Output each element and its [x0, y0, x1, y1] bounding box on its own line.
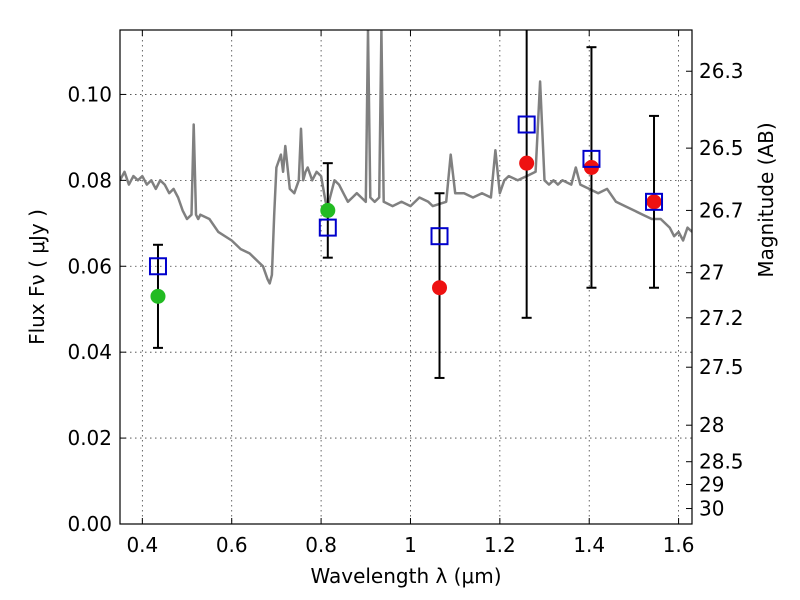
- x-tick-label: 0.6: [216, 533, 248, 557]
- model-square-point: [645, 192, 664, 211]
- magnitude-tick-label: 29: [699, 472, 724, 496]
- x-tick-label: 0.8: [305, 533, 337, 557]
- x-tick-label: 1.4: [573, 533, 605, 557]
- y-axis-label: Flux Fν ( μJy ): [25, 209, 49, 345]
- x-tick-label: 1.6: [663, 533, 695, 557]
- red-data-point: [646, 194, 662, 210]
- magnitude-tick-label: 30: [699, 497, 724, 521]
- green-data-point: [150, 288, 166, 304]
- model-square-point: [148, 257, 167, 276]
- plot-frame: [119, 29, 693, 525]
- green-data-point: [320, 202, 336, 218]
- ticks: [120, 30, 692, 525]
- magnitude-tick-label: 27.5: [699, 355, 744, 379]
- magnitude-axis-label: Magnitude (AB): [754, 122, 778, 277]
- red-data-point: [519, 155, 535, 171]
- y-tick-label: 0.10: [67, 82, 112, 106]
- magnitude-tick-label: 28.5: [699, 450, 744, 474]
- y-tick-label: 0.06: [67, 254, 112, 278]
- x-tick-label: 0.4: [126, 533, 158, 557]
- model-square-point: [318, 218, 337, 237]
- y-tick-label: 0.00: [67, 512, 112, 536]
- magnitude-tick-label: 26.3: [699, 59, 744, 83]
- magnitude-tick-label: 26.7: [699, 198, 744, 222]
- magnitude-tick-label: 28: [699, 413, 724, 437]
- magnitude-tick-label: 26.5: [699, 136, 744, 160]
- y-tick-label: 0.04: [67, 340, 112, 364]
- plot-area: [120, 30, 692, 379]
- x-tick-label: 1.2: [484, 533, 516, 557]
- tick-labels: 0.4 0.6 0.8 1 1.2 1.4 1.6 0.00 0.02 0.04 0.06 0.08 0…: [67, 59, 743, 557]
- red-data-point: [432, 280, 448, 296]
- x-axis-label: Wavelength λ (μm): [310, 564, 501, 588]
- y-tick-label: 0.02: [67, 426, 112, 450]
- x-tick-label: 1: [404, 533, 417, 557]
- model-square-point: [517, 115, 536, 134]
- y-tick-label: 0.08: [67, 168, 112, 192]
- spectrum-line: [120, 30, 692, 285]
- magnitude-tick-label: 27.2: [699, 306, 744, 330]
- grid: [120, 30, 692, 525]
- model-square-point: [430, 227, 449, 246]
- model-square-point: [582, 149, 601, 168]
- magnitude-tick-label: 27: [699, 261, 724, 285]
